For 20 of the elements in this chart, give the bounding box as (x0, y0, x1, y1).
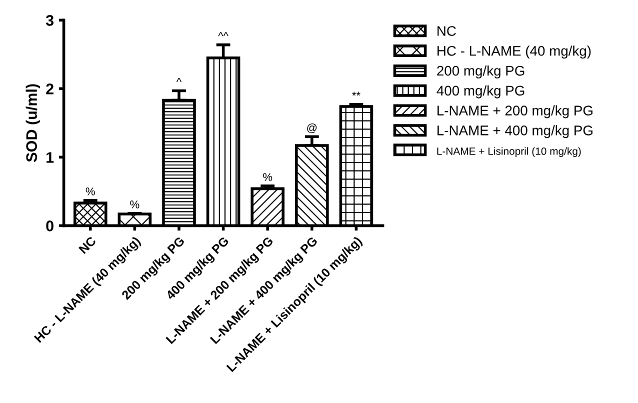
y-tick-label: 1 (46, 152, 54, 163)
legend-label: L-NAME + 400 mg/kg PG (438, 125, 592, 138)
legend-label: 200 mg/kg PG (437, 65, 524, 78)
y-tick-label: 3 (46, 15, 54, 26)
annotation: ^^ (218, 32, 228, 36)
y-tick-label: 2 (46, 84, 54, 94)
legend-label: L-NAME + 200 mg/kg PG (438, 105, 592, 118)
legend-label: NC (438, 26, 456, 36)
legend-label: HC - L-NAME (40 mg/kg) (438, 46, 591, 59)
annotation: ^ (176, 78, 182, 82)
annotation: % (130, 200, 140, 208)
annotation: % (86, 188, 95, 196)
y-axis-title: SOD (u/ml) (26, 84, 40, 162)
legend-label: 400 mg/kg PG (436, 85, 524, 98)
x-tick-label: NC (78, 236, 97, 254)
y-tick-label: 0 (46, 220, 54, 232)
annotation: ** (352, 92, 360, 96)
annotation: @ (307, 123, 317, 134)
annotation: % (263, 173, 272, 181)
legend-label: L-NAME + Lisinopril (10 mg/kg) (437, 147, 581, 157)
